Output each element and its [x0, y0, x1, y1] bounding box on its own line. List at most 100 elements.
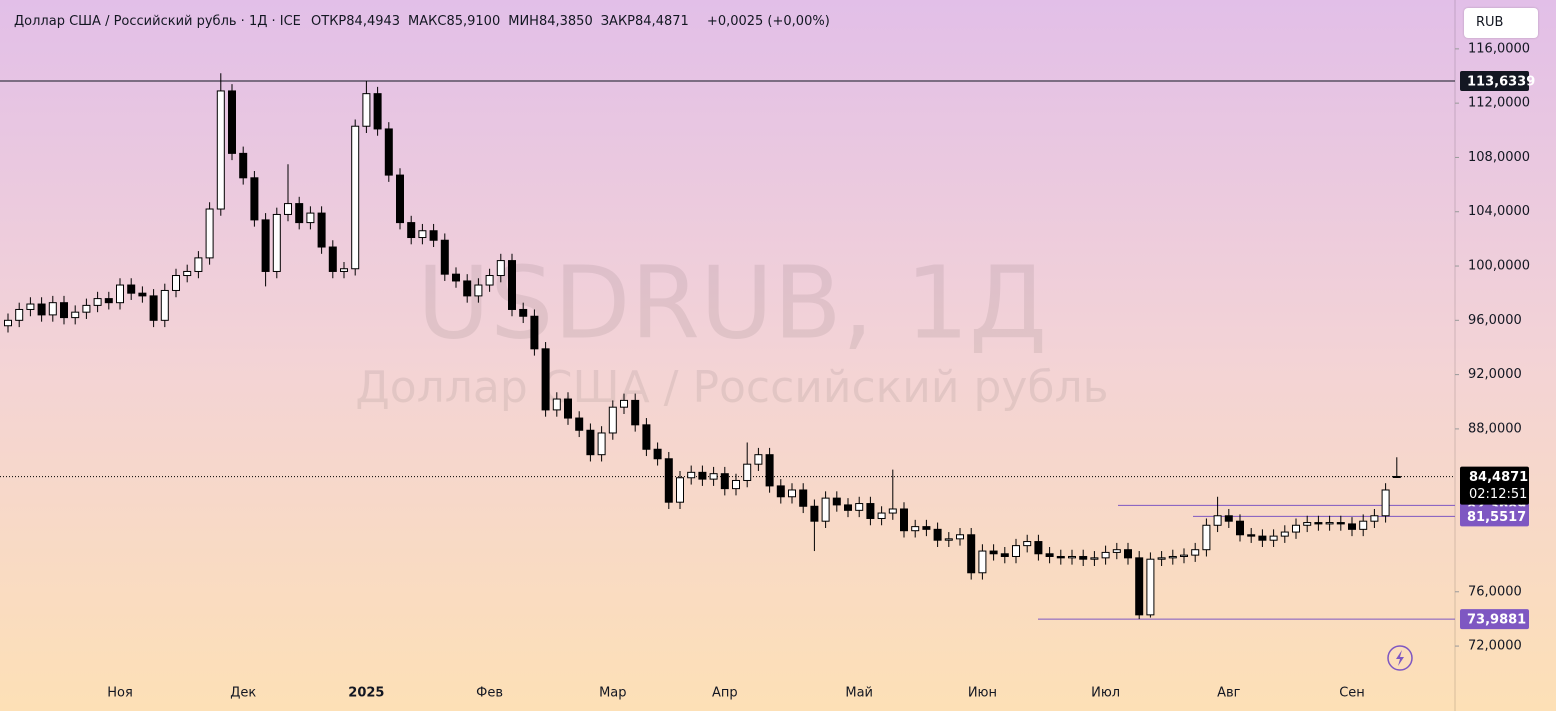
candle-body — [1191, 549, 1200, 556]
last-price-label: 84,4871 — [1469, 470, 1528, 485]
candle-body — [743, 463, 752, 481]
candle-body — [709, 473, 718, 480]
header-stat: ЗАКР84,4871 — [601, 14, 689, 29]
candle-body — [552, 398, 561, 411]
candle-body — [127, 284, 136, 294]
countdown: 02:12:51 — [1469, 487, 1527, 502]
x-tick-label: Сен — [1339, 686, 1365, 701]
symbol-title: Доллар США / Российский рубль · 1Д · ICE — [14, 14, 301, 29]
candle-body — [1224, 515, 1233, 522]
candle-body — [384, 128, 393, 176]
candle-body — [888, 508, 897, 514]
candle-body — [956, 534, 964, 540]
quick-action-icon[interactable] — [1387, 645, 1413, 671]
candle-body — [564, 398, 572, 419]
level-label: 81,5517 — [1467, 510, 1526, 525]
candle-body — [877, 512, 886, 519]
candle-body — [228, 90, 236, 154]
candle-body — [15, 308, 24, 321]
watermark: USDRUB, 1Д — [417, 244, 1047, 361]
candle-body — [989, 550, 998, 555]
y-tick-label: 112,0000 — [1468, 96, 1530, 111]
candle-body — [866, 503, 875, 519]
candle-body — [732, 479, 740, 490]
candle-body — [608, 406, 617, 434]
candle-body — [149, 295, 158, 321]
candle-body — [597, 432, 606, 456]
candle-body — [1314, 522, 1323, 525]
candle-body — [1124, 549, 1132, 559]
stat-name: ЗАКР — [600, 14, 636, 29]
candle-body — [272, 213, 281, 272]
currency-button[interactable]: RUB — [1464, 8, 1538, 38]
stat-value: 85,9100 — [446, 14, 501, 29]
header-stat: МАКС85,9100 — [408, 14, 500, 29]
candle-body — [340, 268, 348, 272]
x-tick-label: Ноя — [107, 686, 133, 701]
header-stat: МИН84,3850 — [508, 14, 592, 29]
candle-body — [496, 260, 505, 277]
y-tick-label: 116,0000 — [1468, 41, 1530, 56]
y-tick-label: 108,0000 — [1468, 150, 1530, 165]
candle-body — [788, 489, 796, 498]
candle-body — [295, 203, 304, 224]
candle-body — [1381, 489, 1390, 517]
candle-body — [317, 212, 326, 248]
y-tick-label: 104,0000 — [1468, 204, 1530, 219]
candle-body — [183, 270, 192, 277]
x-tick-label: 2025 — [348, 686, 384, 701]
candle-body — [1202, 524, 1211, 551]
candle-body — [485, 275, 494, 286]
candle-body — [776, 485, 785, 498]
candle-body — [1000, 553, 1009, 557]
candle-body — [821, 497, 830, 522]
candle-body — [440, 239, 449, 275]
candle-body — [463, 280, 472, 297]
y-tick-label: 100,0000 — [1468, 259, 1530, 274]
candle-body — [933, 528, 942, 541]
y-tick-label: 96,0000 — [1468, 313, 1522, 328]
candle-body — [1012, 545, 1020, 557]
stat-value: 84,4943 — [346, 14, 401, 29]
candle-body — [71, 311, 80, 319]
candle-body — [429, 230, 438, 241]
candle-body — [1348, 523, 1356, 530]
candle-body — [978, 550, 987, 574]
candle-body — [754, 454, 763, 465]
candle-body — [351, 125, 360, 270]
candle-body — [900, 508, 908, 532]
candle-body — [1392, 475, 1401, 478]
candle-body — [720, 473, 729, 490]
candle-body — [48, 302, 57, 316]
header: Доллар США / Российский рубль · 1Д · ICE… — [14, 14, 836, 29]
candle-body — [373, 93, 382, 130]
last-price-box — [1460, 466, 1529, 505]
candle-body — [642, 424, 651, 450]
candle-body — [810, 505, 819, 522]
candle-body — [575, 417, 584, 431]
stat-name: МАКС — [408, 14, 447, 29]
stat-value: 84,3850 — [538, 14, 593, 29]
candle-body — [530, 315, 539, 350]
x-tick-label: Июл — [1091, 686, 1120, 701]
x-tick-label: Авг — [1217, 686, 1241, 701]
candle-body — [799, 489, 808, 507]
candle-body — [4, 319, 12, 327]
level-label: 73,9881 — [1467, 613, 1526, 628]
candle-body — [1146, 558, 1155, 616]
candle-body — [922, 526, 931, 530]
candle-body — [1325, 522, 1334, 525]
x-tick-label: Июн — [968, 686, 997, 701]
candle-body — [631, 399, 640, 426]
candle-body — [60, 302, 68, 319]
candle-body — [967, 534, 976, 574]
candle-body — [1135, 557, 1144, 616]
x-tick-label: Фев — [476, 686, 503, 701]
candle-body — [418, 230, 427, 239]
stat-value: 84,4871 — [635, 14, 689, 29]
candle-body — [1090, 557, 1099, 560]
candle-body — [620, 399, 628, 408]
header-stat: ОТКР84,4943 — [311, 14, 400, 29]
y-tick-label: 92,0000 — [1468, 367, 1522, 382]
